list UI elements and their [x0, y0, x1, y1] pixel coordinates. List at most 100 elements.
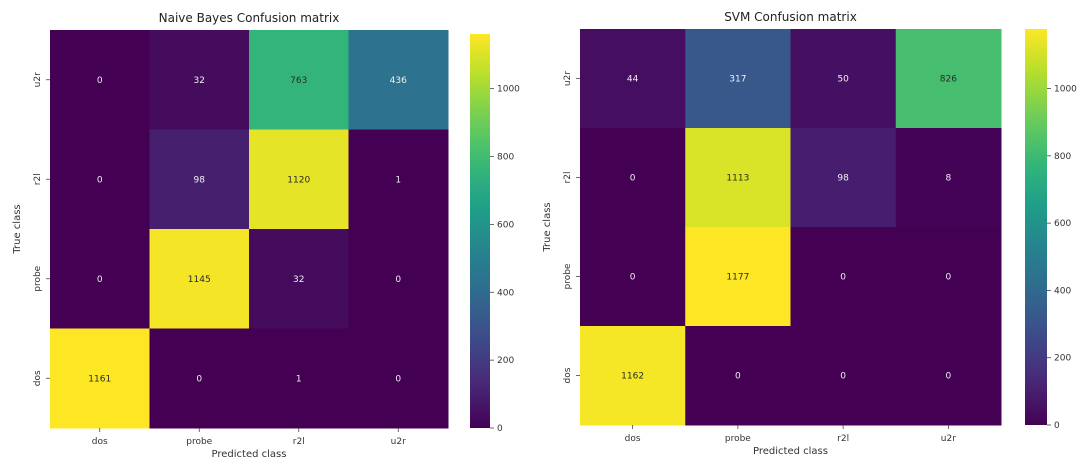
chart-1-cell-label-1-1: 1113 — [726, 174, 749, 184]
chart-1-xlabel: Predicted class — [753, 446, 828, 457]
chart-1-cell-label-3-2: 0 — [840, 372, 846, 382]
chart-1-cell-0-3 — [895, 29, 1002, 129]
chart-1-cell-2-0 — [580, 227, 686, 327]
chart-0-ytick-1: r2l — [33, 173, 43, 185]
chart-0-cell-label-0-1: 32 — [194, 76, 205, 86]
chart-0-cell-2-1 — [149, 229, 250, 329]
chart-1-xtick-0: dos — [625, 434, 641, 444]
chart-0-cell-label-0-2: 763 — [290, 76, 307, 86]
chart-1-cb-tick-0: 0 — [1054, 421, 1060, 431]
chart-1-cell-label-3-1: 0 — [735, 372, 741, 382]
chart-0-cell-label-1-1: 98 — [194, 175, 206, 185]
chart-1-cell-3-2 — [790, 326, 897, 426]
chart-0-cell-label-3-1: 0 — [196, 374, 202, 384]
chart-0-cell-label-1-0: 0 — [97, 175, 103, 185]
chart-1-cell-label-0-1: 317 — [729, 75, 746, 85]
chart-1-cell-label-0-2: 50 — [837, 75, 849, 85]
chart-1-ytick-2: probe — [563, 263, 573, 289]
chart-0-xtick-0: dos — [92, 437, 108, 447]
chart-0-cell-label-0-3: 436 — [390, 76, 407, 86]
chart-0-cell-0-0 — [50, 30, 150, 130]
chart-1-cell-label-0-3: 826 — [940, 75, 957, 85]
chart-1-ytick-0: u2r — [563, 71, 573, 86]
chart-0-cell-label-0-0: 0 — [97, 76, 103, 86]
chart-0-cell-2-2 — [249, 229, 349, 329]
chart-0-cell-2-3 — [348, 229, 449, 329]
chart-1-cell-label-1-0: 0 — [630, 174, 636, 184]
chart-0-cell-label-1-3: 1 — [395, 175, 401, 185]
chart-1-cell-label-2-3: 0 — [946, 273, 952, 283]
chart-1-cell-3-0 — [580, 326, 686, 426]
chart-0-cell-label-3-3: 0 — [395, 374, 401, 384]
chart-0-cell-label-2-1: 1145 — [188, 275, 211, 285]
chart-0-xtick-2: r2l — [293, 437, 305, 447]
chart-0-cell-3-0 — [50, 328, 150, 429]
chart-1-ytick-3: dos — [563, 367, 573, 383]
chart-0-xlabel: Predicted class — [212, 449, 287, 460]
chart-0-cell-label-3-2: 1 — [296, 374, 302, 384]
chart-1-cb-tick-4: 800 — [1054, 152, 1071, 162]
chart-0-cell-0-3 — [348, 30, 449, 130]
chart-0-ytick-0: u2r — [33, 72, 43, 87]
chart-1-cell-label-3-0: 1162 — [621, 372, 644, 382]
chart-1-xtick-3: u2r — [941, 434, 956, 444]
chart-1-colorbar — [1025, 29, 1047, 425]
chart-0-ytick-2: probe — [33, 265, 43, 291]
chart-0-ytick-3: dos — [33, 370, 43, 386]
chart-1-cell-3-3 — [895, 326, 1002, 426]
chart-1-cell-label-2-0: 0 — [630, 273, 636, 283]
chart-0-cell-2-0 — [50, 229, 150, 329]
chart-1-xtick-2: r2l — [837, 434, 849, 444]
chart-0-cell-label-1-2: 1120 — [287, 175, 310, 185]
chart-1-cell-label-2-1: 1177 — [726, 273, 749, 283]
chart-0-xtick-3: u2r — [391, 437, 406, 447]
chart-1-cell-1-0 — [580, 128, 686, 228]
chart-0-cell-0-1 — [149, 30, 250, 130]
chart-0-cb-tick-5: 1000 — [497, 85, 520, 95]
chart-0-cb-tick-1: 200 — [497, 356, 514, 366]
chart-0-cb-tick-4: 800 — [497, 153, 514, 163]
chart-1-ytick-1: r2l — [563, 172, 573, 184]
chart-1-cb-tick-1: 200 — [1054, 354, 1071, 364]
chart-0-cb-tick-0: 0 — [497, 424, 503, 434]
chart-1-cell-label-1-3: 8 — [946, 174, 952, 184]
chart-0-cell-1-2 — [249, 129, 349, 230]
chart-1-cell-label-3-3: 0 — [946, 372, 952, 382]
chart-1-cell-0-1 — [685, 29, 791, 129]
chart-1-cb-tick-5: 1000 — [1054, 85, 1077, 95]
chart-0-cell-3-1 — [149, 328, 250, 429]
chart-0-ylabel: True class — [12, 204, 23, 254]
chart-1-cb-tick-2: 400 — [1054, 286, 1071, 296]
chart-1-cell-0-0 — [580, 29, 686, 129]
chart-0-cell-3-3 — [348, 328, 449, 429]
chart-1-cell-label-1-2: 98 — [837, 174, 849, 184]
chart-0-cell-1-1 — [149, 129, 250, 230]
chart-0-cell-label-2-3: 0 — [395, 275, 401, 285]
chart-1-cell-0-2 — [790, 29, 897, 129]
chart-0-cell-label-2-0: 0 — [97, 275, 103, 285]
chart-1-cell-label-2-2: 0 — [840, 273, 846, 283]
chart-0-cell-label-2-2: 32 — [293, 275, 304, 285]
chart-0-cb-tick-3: 600 — [497, 220, 514, 230]
chart-1-cell-1-3 — [895, 128, 1002, 228]
chart-1-cell-1-2 — [790, 128, 897, 228]
chart-1-xtick-1: probe — [725, 434, 751, 444]
chart-0-title: Naive Bayes Confusion matrix — [159, 11, 340, 25]
chart-0-colorbar — [470, 34, 490, 428]
chart-1-cell-3-1 — [685, 326, 791, 426]
chart-1-cell-label-0-0: 44 — [627, 75, 639, 85]
chart-1-cell-2-3 — [895, 227, 1002, 327]
chart-0-cell-1-3 — [348, 129, 449, 230]
chart-1-ylabel: True class — [542, 202, 553, 252]
chart-0-cell-1-0 — [50, 129, 150, 230]
chart-0-cell-0-2 — [249, 30, 349, 130]
chart-1-title: SVM Confusion matrix — [724, 10, 857, 24]
chart-1-cell-1-1 — [685, 128, 791, 228]
chart-0-cell-label-3-0: 1161 — [88, 374, 111, 384]
chart-1-cell-2-2 — [790, 227, 897, 327]
chart-1-cb-tick-3: 600 — [1054, 219, 1071, 229]
chart-0-cb-tick-2: 400 — [497, 288, 514, 298]
chart-0-xtick-1: probe — [186, 437, 212, 447]
chart-1-cell-2-1 — [685, 227, 791, 327]
